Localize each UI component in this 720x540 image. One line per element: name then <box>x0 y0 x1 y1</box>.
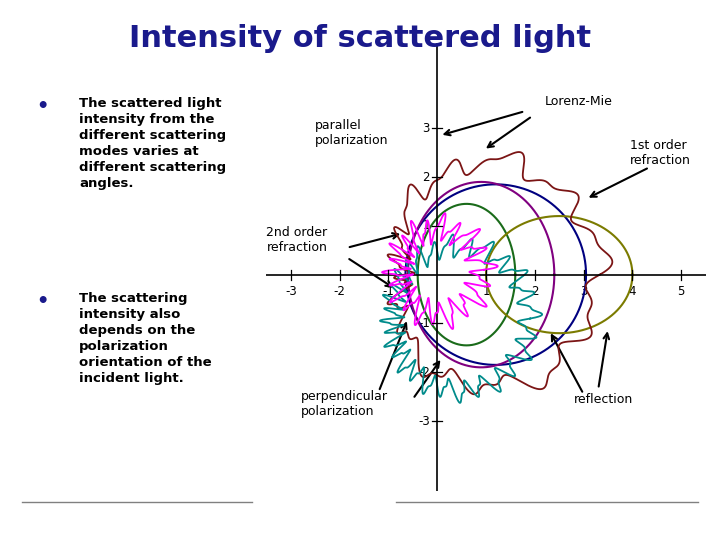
Text: •: • <box>36 292 48 310</box>
Text: The scattered light
intensity from the
different scattering
modes varies at
diff: The scattered light intensity from the d… <box>79 97 226 190</box>
Text: -3: -3 <box>418 415 430 428</box>
Text: reflection: reflection <box>574 393 633 406</box>
Text: 1st order
refraction: 1st order refraction <box>630 139 690 167</box>
Text: -1: -1 <box>382 285 395 299</box>
Text: -2: -2 <box>333 285 346 299</box>
Text: parallel
polarization: parallel polarization <box>315 119 389 147</box>
Text: 1: 1 <box>482 285 490 299</box>
Text: -3: -3 <box>285 285 297 299</box>
Text: -1: -1 <box>418 317 430 330</box>
Text: The scattering
intensity also
depends on the
polarization
orientation of the
inc: The scattering intensity also depends on… <box>79 292 212 384</box>
Text: 1: 1 <box>423 219 430 232</box>
Text: 5: 5 <box>678 285 685 299</box>
Text: 2: 2 <box>423 171 430 184</box>
Text: 2nd order
refraction: 2nd order refraction <box>266 226 328 254</box>
Text: 4: 4 <box>629 285 636 299</box>
Text: perpendicular
polarization: perpendicular polarization <box>300 390 387 418</box>
Text: 3: 3 <box>423 122 430 134</box>
Text: Lorenz-Mie: Lorenz-Mie <box>544 95 613 108</box>
Text: -2: -2 <box>418 366 430 379</box>
Text: 3: 3 <box>580 285 588 299</box>
Text: •: • <box>36 97 48 116</box>
Text: Intensity of scattered light: Intensity of scattered light <box>129 24 591 53</box>
Text: 2: 2 <box>531 285 539 299</box>
